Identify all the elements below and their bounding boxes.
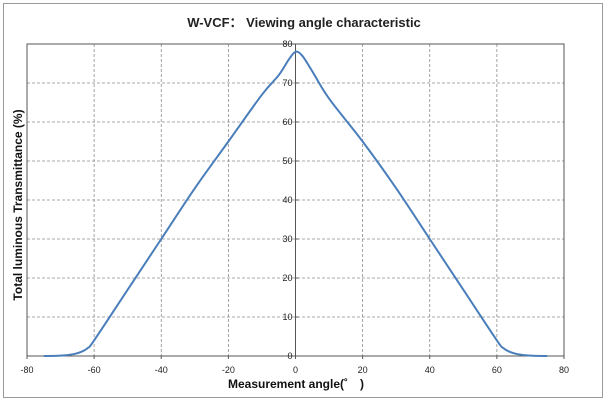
x-axis-label: Measurement angle(˚ ) — [228, 377, 364, 391]
x-tick-label: -20 — [222, 365, 235, 375]
x-tick-label: -40 — [155, 365, 168, 375]
chart-frame — [3, 3, 603, 398]
chart-title: W-VCF： Viewing angle characteristic — [187, 15, 421, 30]
x-tick-label: -60 — [88, 365, 101, 375]
y-tick-label: 40 — [282, 195, 292, 205]
x-tick-label: 40 — [425, 365, 435, 375]
series-group — [43, 50, 548, 357]
x-tick-label: 20 — [358, 365, 368, 375]
y-tick-label: 10 — [282, 312, 292, 322]
x-tick-label: 60 — [492, 365, 502, 375]
y-tick-label: 30 — [282, 234, 292, 244]
y-tick-label: 0 — [287, 351, 292, 361]
x-axis-ticks: -80 -60 -40 -20 0 20 40 60 80 — [20, 356, 569, 375]
x-tick-label: -80 — [20, 365, 33, 375]
x-tick-label: 80 — [559, 365, 569, 375]
x-tick-label: 0 — [293, 365, 298, 375]
y-tick-label: 50 — [282, 156, 292, 166]
y-axis-ticks: 0 10 20 30 40 50 60 70 80 — [282, 39, 299, 361]
series-line-0 — [43, 50, 548, 357]
y-axis-label: Total luminous Transmittance (%) — [11, 109, 25, 300]
y-tick-label: 80 — [282, 39, 292, 49]
y-tick-label: 60 — [282, 117, 292, 127]
grid — [27, 44, 564, 356]
y-tick-label: 20 — [282, 273, 292, 283]
y-tick-label: 70 — [282, 78, 292, 88]
